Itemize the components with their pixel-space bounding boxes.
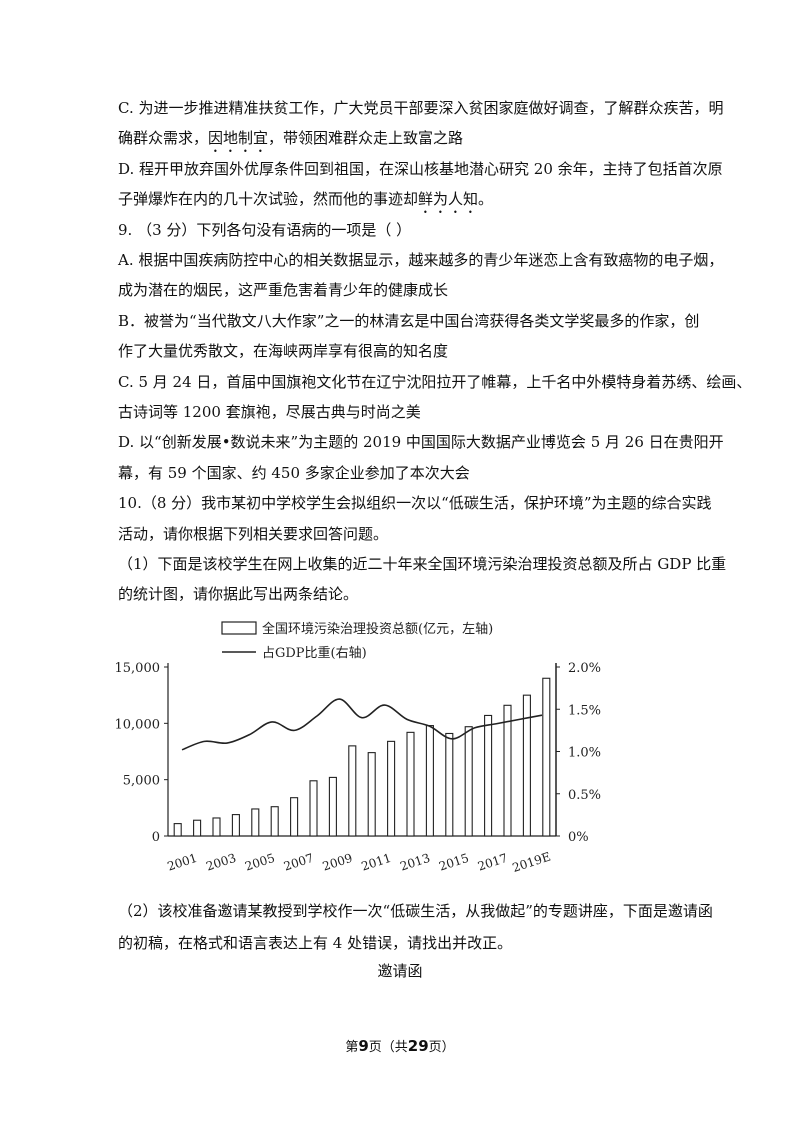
bar [367,752,376,837]
bar [348,745,357,837]
text-line: D. 程开甲放弃国外优厚条件回到祖国，在深山核基地潜心研究 20 余年，主持了包… [118,159,723,178]
text-line: 10.（8 分）我市某初中学校学生会拟组织一次以“低碳生活，保护环境”为主题的综… [118,494,712,513]
bar [542,677,551,837]
bar [212,817,221,837]
page-total: 29 [407,1037,429,1055]
text-line: D. 以“创新发展•数说未来”为主题的 2019 中国国际大数据产业博览会 5 … [118,433,724,452]
bar [464,726,473,837]
x-tick-label: 2011 [360,851,393,874]
x-tick-label: 2003 [204,851,237,874]
x-tick-label: 2005 [243,851,276,874]
text-line: A. 根据中国疾病防控中心的相关数据显示，越来越多的青少年迷恋上含有致癌物的电子… [118,251,724,269]
bar [445,732,454,837]
x-tick-label: 2007 [282,851,315,874]
x-tick-label: 2009 [321,851,354,874]
x-tick-label: 2019E [511,849,553,874]
text-line: 古诗词等 1200 套旗袍，尽展古典与时尚之美 [118,403,421,421]
x-tick-label: 2017 [476,851,509,874]
text-line: （2）该校准备邀请某教授到学校作一次“低碳生活，从我做起”的专题讲座，下面是邀请… [118,902,713,920]
text-line: 作了大量优秀散文，在海峡两岸享有很高的知名度 [118,342,449,361]
bar [270,806,279,837]
text-line: C. 为进一步推进精准扶贫工作，广大党员干部要深入贫困家庭做好调查，了解群众疾苦… [118,99,724,117]
bar [425,725,434,837]
legend-label-line: 占GDP比重(右轴) [262,645,367,661]
text-line: 9. （3 分）下列各句没有语病的一项是（ ） [118,220,412,239]
page-footer: 第9页（共29页） [345,1037,455,1055]
bar [309,780,318,837]
text-line: 确群众需求，因地制宜，带领困难群众走上致富之路 [118,129,464,148]
right-tick-label: 0% [568,830,589,845]
bar [406,731,415,837]
x-tick-label: 2001 [166,851,199,874]
x-tick-label: 2013 [398,851,431,874]
text-line: 的统计图，请你据此写出两条结论。 [118,585,359,604]
bar [290,797,299,837]
right-tick-label: 1.5% [568,703,601,718]
page-number: 9 [358,1037,369,1055]
text-line: 幕，有 59 个国家、约 450 多家企业参加了本次大会 [118,463,470,482]
bar [173,823,182,837]
bar [193,819,202,837]
text-line: 成为潜在的烟民，这严重危害着青少年的健康成长 [118,281,449,300]
gdp-share-line [181,698,543,751]
right-tick-label: 1.0% [568,746,601,761]
bar [328,776,337,837]
bar [484,714,493,837]
bar [231,814,240,837]
text-line: 子弹爆炸在内的几十次试验，然而他的事迹却鲜为人知。 [118,190,494,209]
emphasized-phrase: 鲜为人知 [418,190,479,209]
left-tick-label: 5,000 [123,774,160,789]
left-tick-label: 0 [152,830,160,845]
investment-chart: 全国环境污染治理投资总额(亿元，左轴) 占GDP比重(右轴) 0 5,000 10,0… [115,621,602,875]
text-line: 的初稿，在格式和语言表达上有 4 处错误，请找出并改正。 [118,934,513,952]
right-tick-label: 2.0% [568,661,601,676]
text-line: 活动，请你根据下列相关要求回答问题。 [118,524,389,543]
letter-title: 邀请函 [377,962,423,980]
bar [387,740,396,837]
bar [503,704,512,837]
text-line: B．被誉为“当代散文八大作家”之一的林清玄是中国台湾获得各类文学奖最多的作家，创 [118,311,700,330]
bar [522,694,531,837]
emphasized-phrase: 因地制宜 [208,129,269,148]
left-tick-label: 10,000 [115,717,161,732]
text-line: C. 5 月 24 日，首届中国旗袍文化节在辽宁沈阳拉开了帷幕，上千名中外模特身… [118,372,752,391]
bar [251,808,260,837]
text-line: （1）下面是该校学生在网上收集的近二十年来全国环境污染治理投资总额及所占 GDP… [118,555,727,573]
legend-swatch-bar [221,621,257,635]
x-tick-label: 2015 [437,851,470,874]
left-tick-label: 15,000 [115,661,161,676]
legend-label-bar: 全国环境污染治理投资总额(亿元，左轴) [262,621,493,637]
right-tick-label: 0.5% [568,788,601,803]
